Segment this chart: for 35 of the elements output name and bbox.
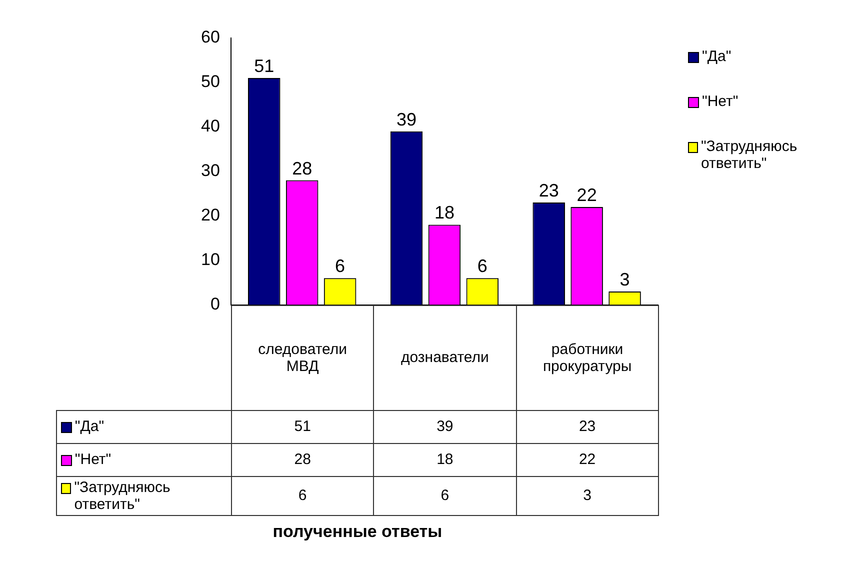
- text: "Затрудняюсь ответить": [74, 478, 170, 513]
- annotation: 18: [434, 202, 454, 223]
- data-label: 22: [516, 443, 658, 476]
- annotation: 23: [538, 180, 559, 200]
- data-label: 39: [374, 410, 516, 444]
- text: полученные ответы: [272, 522, 444, 542]
- y-tick-label: 10: [200, 250, 220, 270]
- y-tick-label: 50: [200, 72, 220, 92]
- legend-label: "Затрудняюсь ответить": [700, 138, 798, 172]
- y-tick-label: 30: [200, 161, 220, 180]
- data-label: 18: [374, 443, 516, 476]
- annotation: 22: [576, 184, 597, 205]
- y-tick-label: 20: [200, 206, 220, 225]
- text: "Нет": [74, 451, 112, 468]
- legend-label: "Нет": [702, 93, 738, 110]
- y-tick-label: 60: [200, 28, 220, 47]
- annotation: 51: [254, 56, 274, 76]
- data-label: 3: [516, 476, 658, 516]
- legend-label: "Да": [702, 48, 732, 65]
- x-tick-label: дознаватели: [374, 305, 516, 410]
- annotation: 28: [292, 158, 312, 178]
- y-tick-label: 40: [200, 116, 220, 136]
- annotation: 6: [335, 256, 346, 276]
- x-tick-label: работники прокуратуры: [516, 305, 658, 410]
- data-label: 6: [231, 476, 374, 516]
- annotation: 6: [477, 256, 488, 276]
- data-label: 23: [516, 410, 658, 444]
- annotation: 3: [620, 269, 630, 290]
- y-tick-label: 0: [210, 294, 220, 314]
- data-label: 6: [374, 476, 516, 516]
- data-label: 28: [231, 443, 374, 476]
- text: "Да": [74, 418, 104, 436]
- data-label: 51: [231, 410, 374, 444]
- x-tick-label: следователи МВД: [231, 305, 374, 410]
- annotation: 39: [396, 109, 417, 130]
